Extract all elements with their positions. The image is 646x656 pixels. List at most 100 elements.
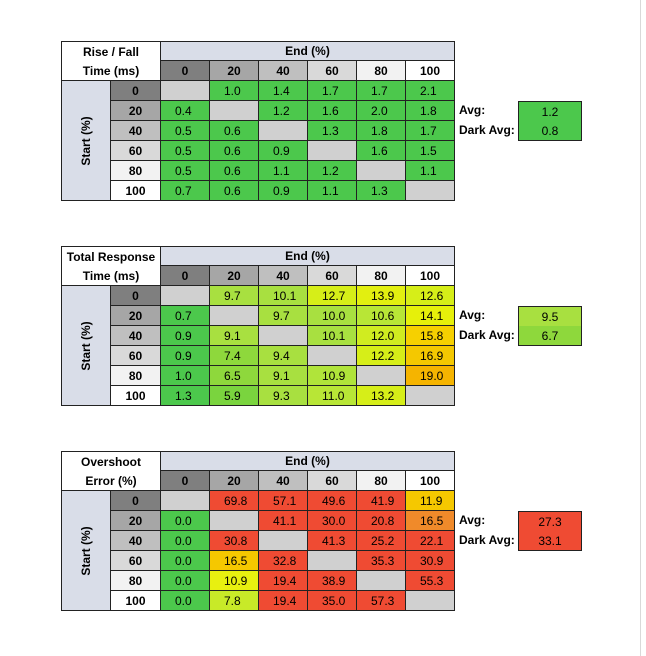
value-cell: 13.2 (357, 386, 406, 406)
value-cell: 12.0 (357, 326, 406, 346)
column-header: 80 (357, 471, 406, 491)
value-cell: 1.3 (161, 386, 210, 406)
value-cell: 1.8 (406, 101, 455, 121)
value-cell: 57.3 (357, 591, 406, 611)
dark-avg-label: Dark Avg: (459, 123, 515, 137)
value-cell: 1.3 (357, 181, 406, 201)
value-cell: 55.3 (406, 571, 455, 591)
column-header: 20 (210, 61, 259, 81)
value-cell: 7.4 (210, 346, 259, 366)
value-cell: 0.0 (161, 591, 210, 611)
value-cell: 19.4 (259, 591, 308, 611)
column-header: 60 (308, 61, 357, 81)
table-title-line-2: Time (ms) (61, 61, 161, 81)
column-header: 0 (161, 266, 210, 286)
value-cell: 32.8 (259, 551, 308, 571)
empty-cell (357, 366, 406, 386)
value-cell: 6.5 (210, 366, 259, 386)
column-header: 80 (357, 61, 406, 81)
row-header: 40 (111, 531, 161, 551)
row-header: 80 (111, 366, 161, 386)
row-header: 100 (111, 591, 161, 611)
value-cell: 14.1 (406, 306, 455, 326)
value-cell: 0.6 (210, 181, 259, 201)
column-header: 80 (357, 266, 406, 286)
table-title-line-1: Total Response (61, 246, 161, 266)
value-cell: 35.0 (308, 591, 357, 611)
value-cell: 20.8 (357, 511, 406, 531)
value-cell: 11.9 (406, 491, 455, 511)
value-cell: 1.6 (357, 141, 406, 161)
value-cell: 10.1 (308, 326, 357, 346)
empty-cell (308, 346, 357, 366)
value-cell: 9.7 (210, 286, 259, 306)
value-cell: 1.1 (308, 181, 357, 201)
row-group-label: Start (%) (79, 525, 93, 576)
value-cell: 0.0 (161, 511, 210, 531)
table-title-line-2: Time (ms) (61, 266, 161, 286)
value-cell: 30.8 (210, 531, 259, 551)
value-cell: 12.2 (357, 346, 406, 366)
row-header: 0 (111, 491, 161, 511)
row-group-band: Start (%) (61, 81, 111, 201)
value-cell: 0.0 (161, 571, 210, 591)
row-header: 0 (111, 286, 161, 306)
value-cell: 12.7 (308, 286, 357, 306)
value-cell: 0.5 (161, 161, 210, 181)
avg-value: 1.2 (518, 101, 582, 122)
column-header: 20 (210, 471, 259, 491)
column-header: 20 (210, 266, 259, 286)
column-header: 40 (259, 266, 308, 286)
value-cell: 15.8 (406, 326, 455, 346)
value-cell: 0.6 (210, 121, 259, 141)
value-cell: 19.4 (259, 571, 308, 591)
value-cell: 0.7 (161, 181, 210, 201)
value-cell: 10.0 (308, 306, 357, 326)
column-group-label: End (%) (161, 41, 455, 61)
row-header: 60 (111, 346, 161, 366)
value-cell: 0.9 (259, 181, 308, 201)
column-header: 60 (308, 266, 357, 286)
value-cell: 2.0 (357, 101, 406, 121)
row-header: 40 (111, 326, 161, 346)
value-cell: 0.5 (161, 141, 210, 161)
value-cell: 9.1 (210, 326, 259, 346)
value-cell: 10.9 (308, 366, 357, 386)
value-cell: 9.4 (259, 346, 308, 366)
avg-value: 27.3 (518, 511, 582, 532)
value-cell: 0.6 (210, 161, 259, 181)
value-cell: 57.1 (259, 491, 308, 511)
value-cell: 10.6 (357, 306, 406, 326)
empty-cell (210, 511, 259, 531)
avg-value: 9.5 (518, 306, 582, 327)
row-header: 0 (111, 81, 161, 101)
empty-cell (406, 386, 455, 406)
row-header: 100 (111, 386, 161, 406)
value-cell: 11.0 (308, 386, 357, 406)
empty-cell (357, 571, 406, 591)
table-title-line-1: Overshoot (61, 451, 161, 471)
value-cell: 1.3 (308, 121, 357, 141)
value-cell: 1.7 (308, 81, 357, 101)
column-group-label: End (%) (161, 451, 455, 471)
value-cell: 16.9 (406, 346, 455, 366)
empty-cell (308, 551, 357, 571)
value-cell: 2.1 (406, 81, 455, 101)
column-header: 100 (406, 61, 455, 81)
dark-avg-label: Dark Avg: (459, 328, 515, 342)
empty-cell (308, 141, 357, 161)
value-cell: 1.1 (259, 161, 308, 181)
value-cell: 1.2 (308, 161, 357, 181)
row-header: 60 (111, 141, 161, 161)
column-header: 40 (259, 61, 308, 81)
column-header: 0 (161, 61, 210, 81)
value-cell: 0.4 (161, 101, 210, 121)
value-cell: 0.0 (161, 551, 210, 571)
empty-cell (406, 181, 455, 201)
empty-cell (357, 161, 406, 181)
value-cell: 0.9 (259, 141, 308, 161)
value-cell: 41.9 (357, 491, 406, 511)
value-cell: 9.7 (259, 306, 308, 326)
value-cell: 1.1 (406, 161, 455, 181)
value-cell: 49.6 (308, 491, 357, 511)
